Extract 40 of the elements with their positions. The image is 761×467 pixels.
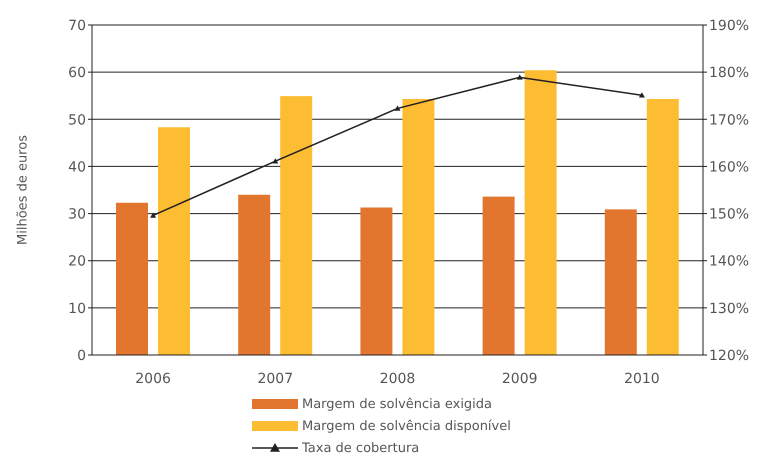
y-tick-label: 30 (68, 206, 86, 223)
x-tick-label: 2009 (502, 370, 538, 387)
point (272, 158, 278, 164)
x-tick-label: 2010 (624, 370, 660, 387)
y2-tick-label: 140% (709, 254, 750, 270)
bar (158, 127, 190, 355)
y-tick-label: 40 (68, 159, 86, 176)
bar (238, 194, 270, 355)
y2-tick-label: 170% (709, 112, 750, 128)
y-tick-label: 70 (68, 18, 86, 34)
y2-tick-label: 120% (709, 348, 750, 364)
y2-tick-label: 150% (709, 206, 750, 223)
y2-tick-label: 160% (709, 159, 750, 176)
bar (280, 96, 312, 355)
legend-label: Margem de solvência disponível (302, 418, 511, 434)
x-tick-label: 2007 (257, 370, 294, 387)
y2-tick-label: 130% (709, 300, 750, 317)
bar (482, 196, 515, 355)
legend-label: Margem de solvência exigida (302, 396, 492, 412)
bar (646, 99, 679, 355)
y-tick-label: 0 (77, 348, 86, 364)
point (516, 74, 523, 80)
legend-label: Taxa de cobertura (302, 440, 420, 456)
y2-tick-label: 190% (709, 18, 750, 34)
y-tick-label: 60 (68, 65, 86, 82)
bar (524, 70, 557, 355)
point (638, 92, 645, 98)
x-tick-label: 2006 (135, 370, 171, 387)
y-tick-label: 50 (68, 112, 86, 128)
y-axis-title: Milhões de euros (16, 134, 31, 245)
bar (402, 99, 434, 355)
bar (360, 207, 392, 355)
point (394, 105, 400, 111)
y2-tick-label: 180% (709, 65, 750, 82)
bar (604, 209, 637, 355)
x-tick-label: 2008 (380, 370, 416, 387)
y-tick-label: 10 (68, 300, 86, 317)
point (150, 212, 156, 218)
bar (116, 202, 148, 355)
y-tick-label: 20 (68, 254, 86, 270)
